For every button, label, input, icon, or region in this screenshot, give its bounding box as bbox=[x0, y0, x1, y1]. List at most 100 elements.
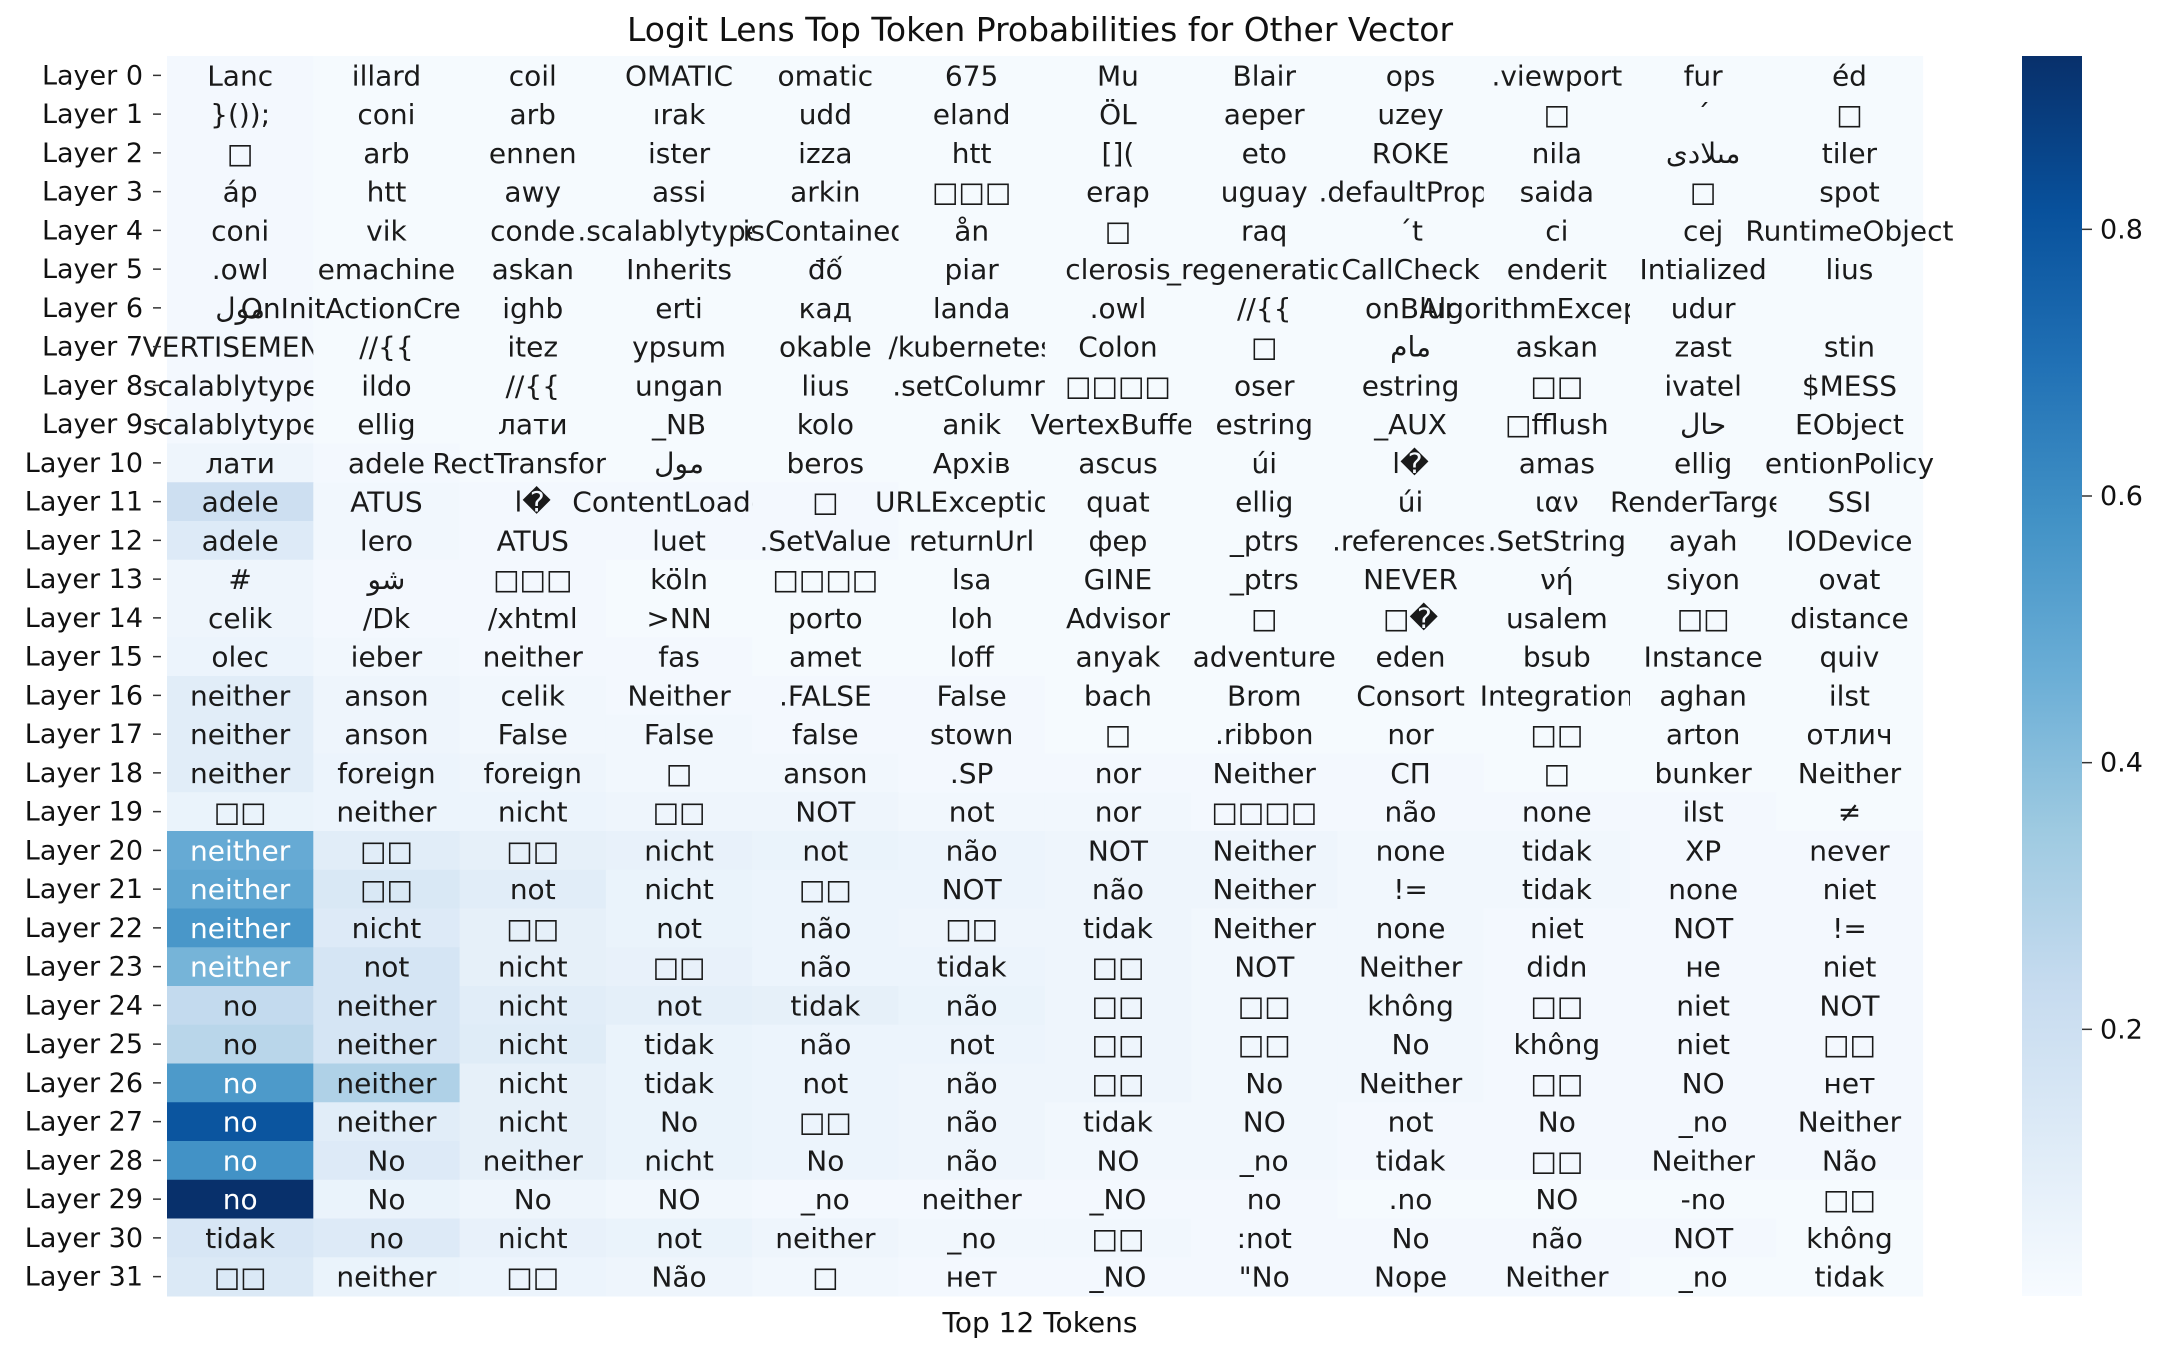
heatmap-cell bbox=[1483, 753, 1631, 793]
cell-token-label: CallCheck bbox=[1341, 253, 1480, 286]
heatmap-cell bbox=[898, 559, 1046, 599]
cell-token-label: não bbox=[946, 1067, 998, 1100]
cell-token-label: assi bbox=[652, 176, 706, 209]
heatmap-cell bbox=[459, 792, 607, 832]
heatmap-cell bbox=[459, 1102, 607, 1142]
cell-token-label: مول bbox=[215, 292, 265, 325]
cell-token-label: neither bbox=[336, 1106, 437, 1139]
cell-token-label: nila bbox=[1532, 137, 1582, 170]
cell-token-label: No bbox=[1245, 1067, 1283, 1100]
heatmap-cell bbox=[313, 94, 461, 134]
heatmap-cell bbox=[167, 1024, 314, 1064]
cell-token-label: _NB bbox=[651, 408, 706, 441]
heatmap-cell bbox=[313, 947, 461, 987]
heatmap-cell bbox=[898, 908, 1046, 948]
heatmap-cell bbox=[1044, 869, 1192, 909]
cell-token-label: foreign bbox=[484, 757, 582, 790]
heatmap-cell bbox=[898, 288, 1046, 328]
cell-token-label: emachine bbox=[318, 253, 456, 286]
cell-token-label: neither bbox=[190, 834, 291, 867]
cell-token-label: lero bbox=[360, 524, 413, 557]
heatmap-cell bbox=[1630, 869, 1777, 909]
heatmap-cell bbox=[752, 714, 899, 754]
heatmap-cell bbox=[605, 211, 753, 251]
row-label: Layer 1 bbox=[42, 99, 143, 130]
heatmap-cell bbox=[752, 598, 899, 638]
heatmap-cell bbox=[605, 1102, 753, 1142]
heatmap-cell bbox=[605, 637, 753, 677]
heatmap-cell bbox=[1191, 288, 1338, 328]
heatmap-cell bbox=[313, 482, 461, 522]
heatmap-cell bbox=[605, 1063, 753, 1103]
heatmap-cell bbox=[605, 521, 753, 561]
cell-token-label: neither bbox=[190, 757, 291, 790]
heatmap-cell bbox=[752, 1257, 899, 1297]
heatmap-cell bbox=[459, 598, 607, 638]
cell-token-label: không bbox=[1514, 1028, 1601, 1061]
cell-token-label: Não bbox=[651, 1261, 706, 1294]
cell-token-label: olec bbox=[211, 641, 269, 674]
heatmap-cell bbox=[1191, 94, 1338, 134]
cell-token-label: ellig bbox=[1674, 447, 1732, 480]
heatmap-cell bbox=[167, 133, 314, 173]
cell-token-label: askan bbox=[1516, 331, 1598, 364]
heatmap-cell bbox=[167, 1218, 314, 1258]
cell-token-label: porto bbox=[788, 602, 863, 635]
heatmap-cell bbox=[605, 831, 753, 871]
cell-token-label: nicht bbox=[498, 1222, 568, 1255]
cell-token-label: □□ bbox=[799, 1106, 852, 1139]
cell-token-label: □ bbox=[1544, 757, 1570, 790]
cell-token-label: □fflush bbox=[1505, 408, 1609, 441]
cell-token-label: ContentLoaded bbox=[572, 486, 786, 519]
heatmap-cell bbox=[459, 1024, 607, 1064]
heatmap-cell bbox=[313, 1218, 461, 1258]
cell-token-label: nicht bbox=[498, 989, 568, 1022]
cell-token-label: □□ bbox=[945, 912, 998, 945]
heatmap-cell bbox=[1776, 714, 1924, 754]
heatmap-cell bbox=[1191, 1102, 1338, 1142]
cell-token-label: □ bbox=[1690, 176, 1716, 209]
heatmap-cell bbox=[1776, 792, 1924, 832]
heatmap-cell bbox=[313, 869, 461, 909]
cell-token-label: }()); bbox=[210, 98, 270, 131]
cell-token-label: лати bbox=[205, 447, 275, 480]
cell-token-label: VertexBuffer bbox=[1030, 408, 1205, 441]
cell-token-label: □ bbox=[1836, 98, 1862, 131]
cell-token-label: tidak bbox=[205, 1222, 276, 1255]
cell-token-label: nicht bbox=[498, 951, 568, 984]
heatmap-cell bbox=[605, 559, 753, 599]
cell-token-label: tidak bbox=[1083, 1106, 1154, 1139]
heatmap-cell bbox=[1044, 288, 1192, 328]
heatmap-cell bbox=[459, 94, 607, 134]
heatmap-cell bbox=[459, 714, 607, 754]
cell-token-label: □□ bbox=[506, 834, 559, 867]
cell-token-label: "No bbox=[1239, 1261, 1290, 1294]
row-label: Layer 9 bbox=[42, 409, 143, 440]
heatmap-cell bbox=[459, 288, 607, 328]
heatmap-cell bbox=[167, 1102, 314, 1142]
heatmap-cell bbox=[459, 482, 607, 522]
cell-token-label: neither bbox=[775, 1222, 876, 1255]
cell-token-label: фер bbox=[1088, 524, 1147, 557]
heatmap-cell bbox=[459, 986, 607, 1026]
heatmap-cell bbox=[1776, 56, 1924, 96]
heatmap-cell bbox=[459, 211, 607, 251]
heatmap-cell bbox=[1337, 366, 1485, 406]
cell-token-label: not bbox=[656, 912, 702, 945]
heatmap-cell bbox=[1191, 1257, 1338, 1297]
heatmap-cell bbox=[605, 327, 753, 367]
cell-token-label: none bbox=[1522, 796, 1592, 829]
cell-token-label: no bbox=[223, 1183, 258, 1216]
cell-token-label: clerosis bbox=[1065, 253, 1170, 286]
cell-token-label: NOT bbox=[1673, 1222, 1734, 1255]
cell-token-label: NO bbox=[1535, 1183, 1578, 1216]
heatmap-cell bbox=[1630, 288, 1777, 328]
cell-token-label: 675 bbox=[945, 59, 998, 92]
cell-token-label: nicht bbox=[498, 1067, 568, 1100]
cell-token-label: não bbox=[1531, 1222, 1583, 1255]
cell-token-label: □□ bbox=[1238, 989, 1291, 1022]
heatmap-cell bbox=[459, 521, 607, 561]
heatmap-cell bbox=[1044, 1102, 1192, 1142]
colorbar-tick-label: 0.8 bbox=[2100, 214, 2143, 245]
